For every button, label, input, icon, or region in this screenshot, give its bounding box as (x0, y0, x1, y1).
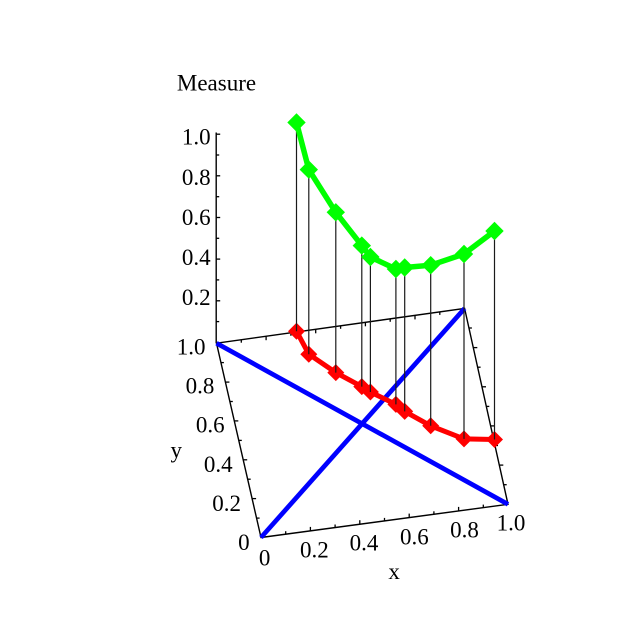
svg-text:x: x (388, 559, 400, 584)
svg-text:Measure: Measure (177, 70, 256, 95)
svg-text:0.4: 0.4 (204, 452, 233, 477)
svg-text:0.6: 0.6 (400, 525, 429, 550)
svg-text:1.0: 1.0 (177, 335, 206, 360)
svg-text:1.0: 1.0 (497, 511, 526, 536)
svg-text:y: y (171, 438, 183, 463)
svg-text:0.2: 0.2 (300, 537, 329, 562)
svg-text:0.2: 0.2 (212, 491, 241, 516)
svg-text:0: 0 (259, 546, 271, 571)
svg-text:0.6: 0.6 (182, 205, 211, 230)
svg-text:0.4: 0.4 (350, 531, 379, 556)
svg-text:0.8: 0.8 (186, 374, 215, 399)
svg-text:1.0: 1.0 (182, 125, 211, 150)
svg-text:0: 0 (238, 530, 250, 555)
svg-text:0.6: 0.6 (196, 412, 225, 437)
svg-text:0.8: 0.8 (450, 517, 479, 542)
svg-text:0.8: 0.8 (182, 165, 211, 190)
svg-text:0.2: 0.2 (182, 285, 211, 310)
svg-text:0.4: 0.4 (182, 245, 211, 270)
